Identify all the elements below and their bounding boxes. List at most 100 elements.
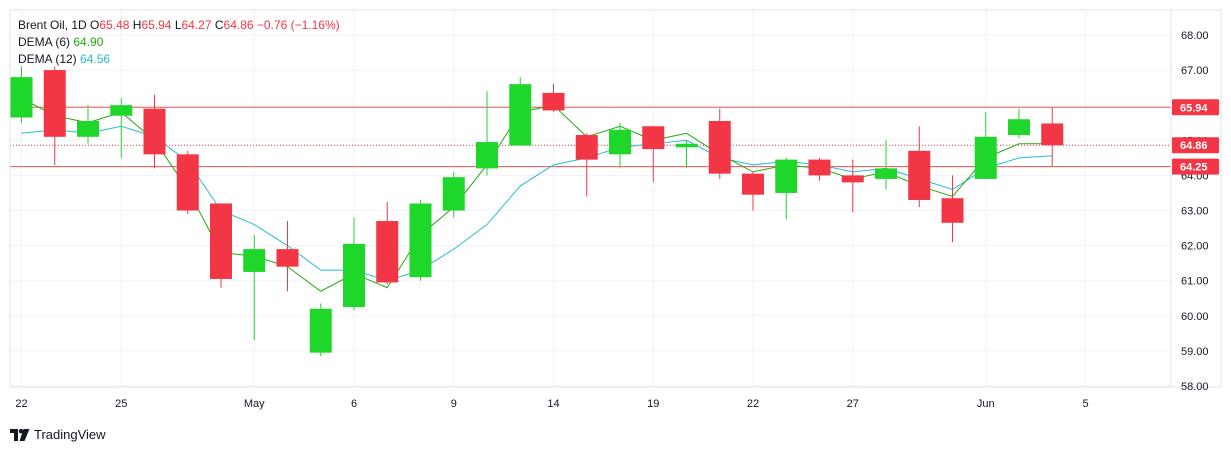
price-marker: 64.86 bbox=[1172, 137, 1219, 154]
close-label: C bbox=[214, 18, 224, 32]
candle-down bbox=[542, 84, 565, 113]
candle-up bbox=[1008, 108, 1030, 139]
candle-down bbox=[210, 203, 232, 288]
time-tick-label: 9 bbox=[451, 398, 457, 410]
candle-up bbox=[509, 77, 532, 146]
tradingview-logo-text: TradingView bbox=[34, 427, 106, 442]
candle-body bbox=[376, 221, 399, 283]
candle-up bbox=[675, 140, 698, 169]
candle-down bbox=[276, 221, 299, 292]
legend-dema12-row[interactable]: DEMA (12) 64.56 bbox=[18, 51, 340, 68]
candle-down bbox=[376, 201, 399, 285]
candle-body bbox=[841, 175, 864, 183]
candle-body bbox=[476, 142, 498, 169]
price-tick-label: 63.00 bbox=[1181, 206, 1209, 218]
candle-up bbox=[77, 105, 99, 144]
dema6-line bbox=[21, 97, 1053, 292]
tradingview-logo[interactable]: TradingView bbox=[10, 427, 106, 442]
axis-markers: 65.94 64.86 64.25 bbox=[1172, 99, 1219, 175]
dema6-value: 64.90 bbox=[73, 35, 104, 49]
time-tick-label: 6 bbox=[351, 398, 357, 410]
candle-body bbox=[343, 243, 365, 308]
candle-up bbox=[10, 66, 33, 123]
candle-up bbox=[343, 217, 365, 311]
candle-body bbox=[974, 136, 997, 179]
price-tick-label: 59.00 bbox=[1181, 346, 1209, 358]
chart-legend: Brent Oil, 1D O65.48 H65.94 L64.27 C64.8… bbox=[18, 17, 340, 68]
candle-down bbox=[176, 150, 199, 215]
candle-body bbox=[10, 77, 33, 118]
candle-body bbox=[77, 120, 99, 137]
price-marker-bg bbox=[1172, 99, 1219, 116]
tradingview-logo-icon bbox=[10, 428, 30, 441]
candle-body bbox=[110, 105, 133, 116]
low-label: L bbox=[174, 18, 182, 32]
chart-axes bbox=[9, 9, 1222, 388]
dema12-name: DEMA (12) bbox=[18, 52, 77, 66]
candle-up bbox=[243, 235, 266, 341]
candle-body bbox=[775, 159, 798, 193]
dema12-line bbox=[21, 125, 1053, 282]
candle-body bbox=[642, 126, 665, 150]
close-value: 64.86 bbox=[223, 18, 254, 32]
symbol-name[interactable]: Brent Oil bbox=[18, 18, 65, 32]
candle-body bbox=[1008, 119, 1030, 136]
candle-up bbox=[974, 112, 997, 179]
time-tick-label: 14 bbox=[547, 398, 559, 410]
price-axis-labels: 58.0059.0060.0061.0062.0063.0064.0065.00… bbox=[1181, 30, 1209, 393]
open-label: O bbox=[90, 18, 100, 32]
dema-lines bbox=[21, 97, 1053, 292]
candle-body bbox=[210, 203, 232, 279]
candle-up bbox=[110, 98, 133, 158]
candle-body bbox=[941, 198, 964, 223]
candle-up bbox=[775, 157, 798, 220]
candle-down bbox=[908, 126, 931, 207]
price-tick-label: 60.00 bbox=[1181, 311, 1209, 323]
low-value: 64.27 bbox=[181, 18, 212, 32]
dema6-name: DEMA (6) bbox=[18, 35, 71, 49]
candle-up bbox=[609, 122, 631, 169]
price-marker: 64.25 bbox=[1172, 158, 1219, 175]
price-marker-label: 64.86 bbox=[1180, 140, 1208, 152]
candle-down bbox=[841, 159, 864, 213]
price-marker-label: 64.25 bbox=[1180, 162, 1208, 174]
price-tick-label: 68.00 bbox=[1181, 30, 1209, 42]
candle-up bbox=[442, 171, 465, 218]
candle-body bbox=[708, 120, 731, 174]
time-axis-labels: 22 25 May 6 9 14 19 22 27 Jun 5 bbox=[15, 398, 1088, 410]
high-value: 65.94 bbox=[141, 18, 172, 32]
interval[interactable]: 1D bbox=[71, 18, 87, 32]
candle-body bbox=[276, 249, 299, 267]
candle-down bbox=[708, 108, 731, 179]
candle-down bbox=[1041, 107, 1064, 166]
candle-body bbox=[409, 203, 432, 278]
change-value: −0.76 (−1.16%) bbox=[256, 18, 340, 32]
candle-body bbox=[908, 150, 931, 200]
candle-down bbox=[742, 171, 764, 211]
price-tick-label: 67.00 bbox=[1181, 65, 1209, 77]
candle-body bbox=[808, 159, 831, 176]
legend-dema6-row[interactable]: DEMA (6) 64.90 bbox=[18, 34, 340, 51]
candle-down bbox=[43, 66, 66, 165]
time-tick-label: 22 bbox=[747, 398, 759, 410]
candle-body bbox=[143, 108, 166, 155]
price-marker-bg bbox=[1172, 137, 1219, 154]
candle-body bbox=[575, 135, 598, 160]
legend-ohlc-row: Brent Oil, 1D O65.48 H65.94 L64.27 C64.8… bbox=[18, 18, 340, 32]
time-tick-label: Jun bbox=[977, 398, 995, 410]
candle-up bbox=[875, 140, 897, 190]
candle-body bbox=[542, 92, 565, 111]
candles bbox=[10, 66, 1064, 357]
time-tick-label: 19 bbox=[647, 398, 659, 410]
high-label: H bbox=[132, 18, 142, 32]
candle-up bbox=[309, 303, 332, 357]
candle-body bbox=[176, 154, 199, 211]
dema12-value: 64.56 bbox=[80, 52, 111, 66]
time-tick-label: 22 bbox=[15, 398, 27, 410]
price-tick-label: 62.00 bbox=[1181, 241, 1209, 253]
candle-body bbox=[675, 143, 698, 148]
time-tick-label: 5 bbox=[1082, 398, 1088, 410]
time-tick-label: 25 bbox=[115, 398, 127, 410]
candle-down bbox=[941, 175, 964, 243]
